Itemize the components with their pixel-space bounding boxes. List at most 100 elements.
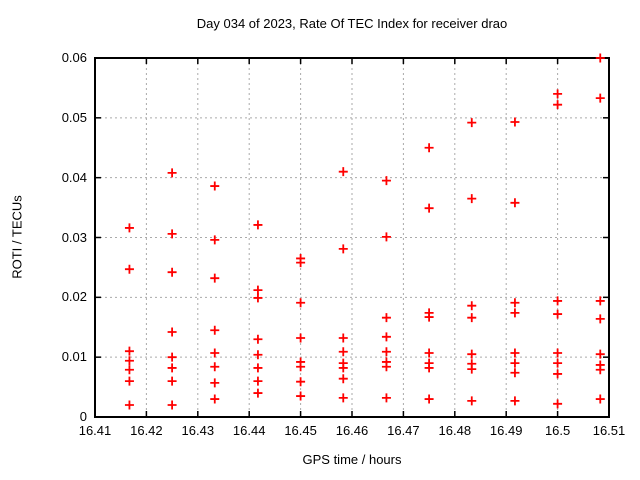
data-point (467, 194, 477, 204)
data-point (296, 333, 306, 343)
data-point (210, 348, 220, 358)
data-point (424, 363, 434, 373)
data-point (296, 362, 306, 372)
data-point (253, 334, 263, 344)
data-point (510, 308, 520, 318)
data-point (553, 369, 563, 379)
data-point (338, 363, 348, 373)
data-point (381, 232, 391, 242)
x-axis-label: GPS time / hours (302, 452, 402, 467)
x-tick-label: 16.51 (592, 423, 626, 438)
data-point (338, 393, 348, 403)
data-point (381, 332, 391, 342)
data-point (296, 298, 306, 308)
data-point (553, 296, 563, 306)
data-point (124, 264, 134, 274)
chart-title: Day 034 of 2023, Rate Of TEC Index for r… (196, 16, 508, 31)
data-point (467, 118, 477, 128)
data-point (553, 89, 563, 99)
y-tick-label: 0 (79, 409, 87, 424)
data-point (210, 378, 220, 388)
data-point (296, 258, 306, 268)
data-point (381, 362, 391, 372)
data-point (124, 346, 134, 356)
y-tick-label: 0.01 (61, 349, 87, 365)
x-tick-label: 16.46 (335, 423, 369, 438)
data-point (296, 377, 306, 387)
x-tick-label: 16.49 (489, 423, 523, 438)
data-point (253, 285, 263, 295)
data-point (595, 365, 605, 375)
data-point (510, 198, 520, 208)
data-point (167, 352, 177, 362)
data-point (553, 399, 563, 409)
y-tick-label: 0.03 (61, 229, 87, 245)
data-point (210, 273, 220, 283)
data-point (338, 347, 348, 357)
data-point (124, 365, 134, 375)
data-point (424, 143, 434, 153)
data-point (424, 312, 434, 322)
data-point (381, 313, 391, 323)
data-point (595, 349, 605, 359)
data-point (210, 394, 220, 404)
data-point (210, 362, 220, 372)
data-point (467, 301, 477, 311)
data-point (253, 293, 263, 303)
data-point (424, 203, 434, 213)
data-point (510, 368, 520, 378)
data-point (467, 364, 477, 374)
data-point (167, 400, 177, 410)
data-point (167, 376, 177, 386)
data-point (210, 181, 220, 191)
data-point (124, 400, 134, 410)
data-point (124, 223, 134, 233)
x-tick-label: 16.5 (544, 423, 571, 438)
data-point (296, 391, 306, 401)
data-point (553, 100, 563, 110)
data-point (510, 298, 520, 308)
data-point (167, 229, 177, 239)
data-point (253, 388, 263, 398)
data-point (338, 333, 348, 343)
data-point (253, 350, 263, 360)
data-point (167, 267, 177, 277)
x-tick-label: 16.47 (387, 423, 420, 438)
y-tick-label: 0.02 (61, 289, 87, 305)
x-tick-label: 16.45 (284, 423, 317, 438)
data-point (467, 396, 477, 406)
data-point (338, 244, 348, 254)
data-point (253, 363, 263, 373)
data-point (595, 314, 605, 324)
data-point (424, 394, 434, 404)
x-tick-label: 16.44 (232, 423, 266, 438)
data-point (167, 327, 177, 337)
data-point (424, 348, 434, 358)
data-point (381, 176, 391, 186)
data-point (338, 374, 348, 384)
data-point (595, 296, 605, 306)
data-point (167, 363, 177, 373)
data-point (595, 93, 605, 103)
data-point (553, 348, 563, 358)
x-tick-label: 16.42 (130, 423, 163, 438)
data-point (253, 376, 263, 386)
data-point (510, 396, 520, 406)
data-point (253, 220, 263, 230)
data-point (553, 358, 563, 368)
data-point (210, 325, 220, 335)
x-tick-label: 16.48 (438, 423, 472, 438)
data-point (124, 376, 134, 386)
data-point (595, 394, 605, 404)
data-point (338, 167, 348, 177)
data-point (381, 393, 391, 403)
x-tick-label: 16.41 (78, 423, 112, 438)
data-point (467, 349, 477, 359)
data-point (510, 117, 520, 127)
data-point (595, 53, 605, 63)
data-point (467, 313, 477, 323)
data-point (553, 309, 563, 319)
data-point (381, 347, 391, 357)
